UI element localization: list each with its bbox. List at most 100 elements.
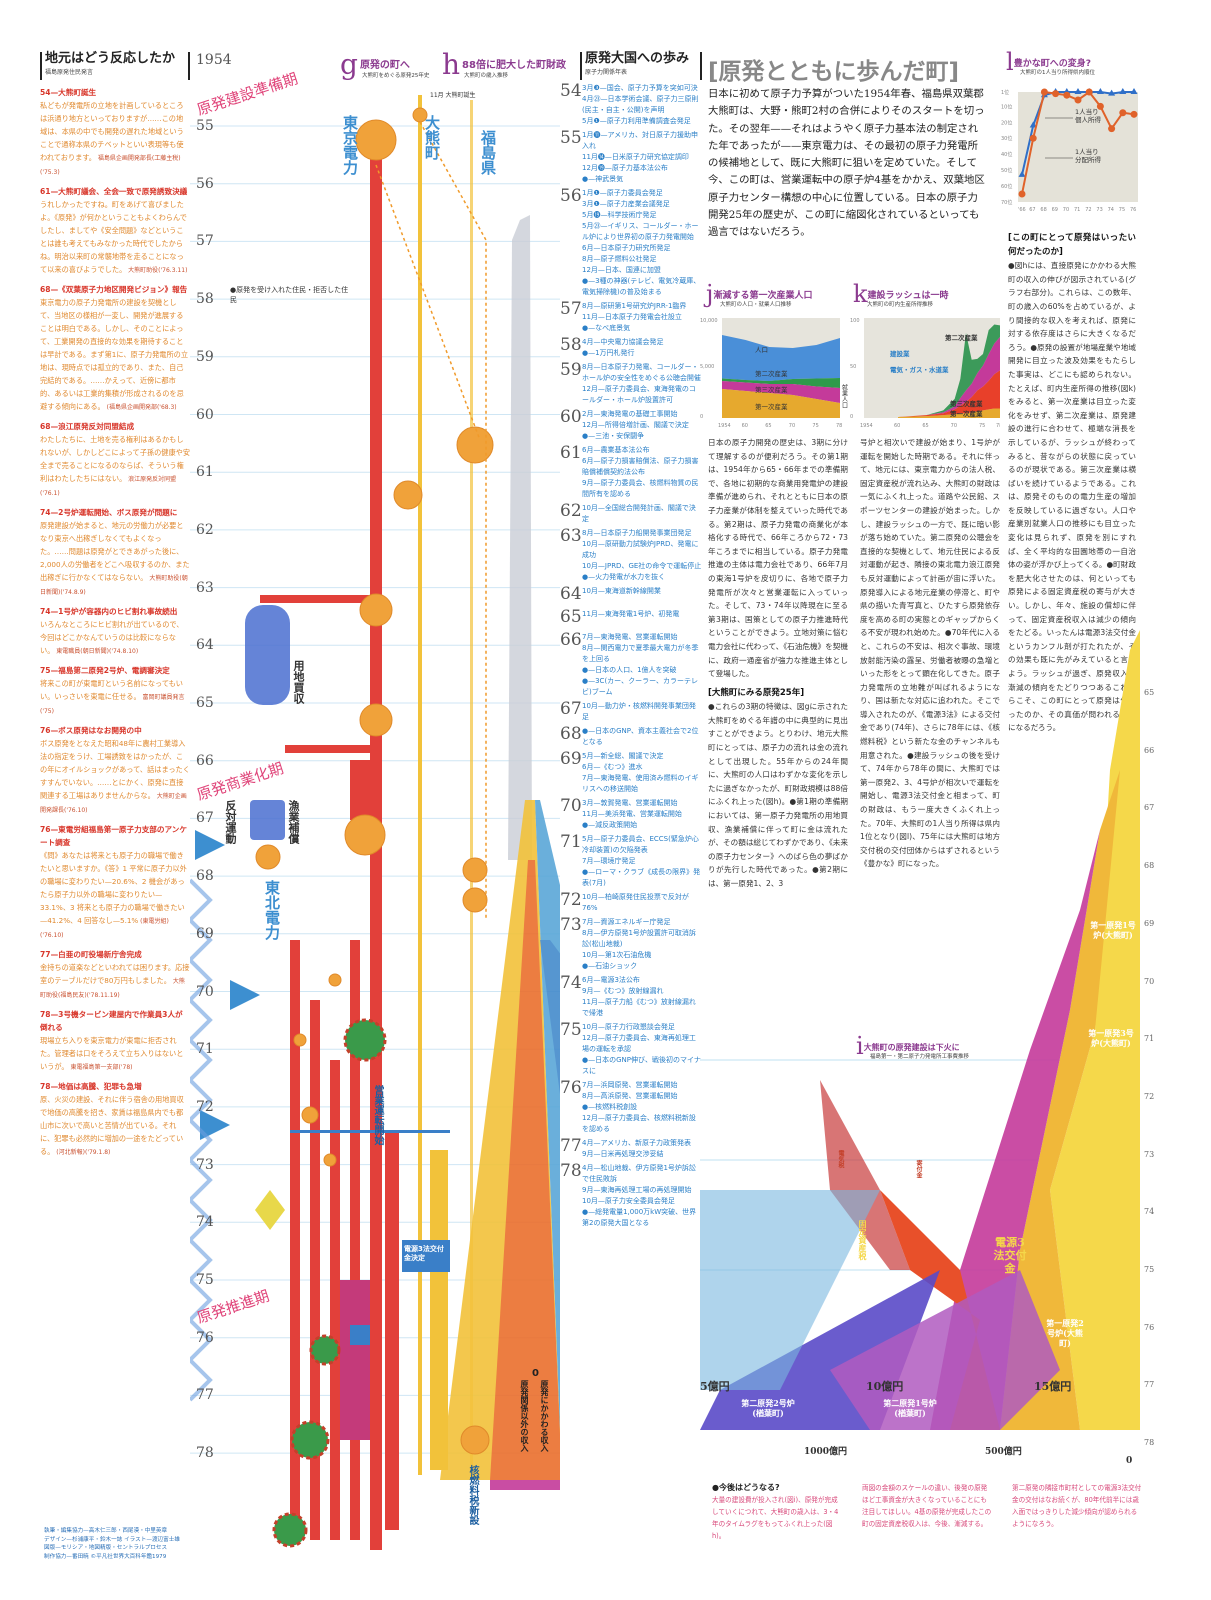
chronology-event: 12月—原子力委員会、核燃料税新設を認める	[582, 1114, 696, 1133]
zero-label: 0	[532, 1368, 539, 1379]
chronology-event: 11月—原子力船《むつ》放射線漏れで帰港	[582, 998, 696, 1017]
chronology-event: ●—3種の神器(テレビ、電気冷蔵庫、電気掃除機)の普及始まる	[582, 277, 701, 296]
data-point	[1119, 88, 1127, 94]
series-annotation: 1人当り	[1075, 107, 1099, 116]
note-text: 両図の金額のスケールの違い、後発の原発ほど工事資金が大きくなっていることにも注目…	[862, 1484, 992, 1528]
chronology-event: ●—ローマ・クラブ《成長の限界》発表(7月)	[582, 868, 701, 887]
local-reaction-list: 54—大熊町誕生 私どもが発電所の立地を計画しているところは浜通り地方といっており…	[40, 86, 190, 1159]
data-point	[1029, 134, 1037, 142]
entry-title: 76—ボス原発はなお開発の中	[40, 726, 142, 735]
entry-source: 浪江原発反対同盟('76.1)	[40, 476, 177, 497]
subheading-text: 福島原発住民発言	[45, 69, 94, 76]
y-tick-label: 10,000	[700, 318, 718, 324]
chronology-event: 3月—敦賀発電、営業運転開始	[582, 799, 678, 807]
land-purchase-blob	[245, 605, 290, 705]
year-number: 67	[560, 699, 582, 719]
x-tick-label: 70	[1063, 207, 1069, 213]
chronology-event: ●—3C(カー、クーラー、カラーテレビ)ブーム	[582, 677, 699, 696]
series-label: 第二次産業	[755, 369, 788, 378]
chronology-event: ●—総発電量1,000万kW突破、世界第2の原発大国となる	[582, 1208, 697, 1227]
chronology-event: 1月⓫—アメリカ、対日原子力援助申入れ	[582, 131, 698, 150]
year-number: 56	[560, 186, 582, 206]
y-tick-label: 70位	[1001, 199, 1012, 206]
year-label: 66	[196, 752, 214, 769]
top-axis-label: 10億円	[866, 1380, 904, 1393]
chronology-event: 11月⓮—日米原子力研究協定調印	[582, 153, 689, 161]
year-number: 58	[560, 335, 582, 355]
chronology-event: 12月—所得倍増計画、閣議で決定	[582, 421, 689, 429]
prefecture-line	[470, 100, 473, 1480]
x-tick-label: '66	[1018, 207, 1026, 213]
year-label: 68	[196, 868, 214, 885]
x-tick-label: 72	[1085, 207, 1091, 213]
x-tick-label: 65	[765, 423, 771, 429]
x-tick-label: 60	[742, 423, 748, 429]
entry-source: (東電労組)('76.10)	[40, 918, 169, 939]
y-tick-label: 30位	[1001, 135, 1012, 142]
entry-title: 76—東電労組福島第一原子力支部のアンケート調査	[40, 825, 187, 847]
year-number: 74	[560, 973, 582, 993]
nuclear-fuel-tax-label: 核燃料税新設	[467, 1465, 478, 1525]
year-number: 61	[560, 443, 582, 463]
chronology-event: 6月—農業基本法公布	[582, 446, 650, 454]
year-label: 64	[196, 637, 214, 654]
data-point	[1029, 121, 1037, 128]
data-point	[1018, 170, 1026, 177]
entry-source: (福島県企画開発部('68.3)	[104, 404, 177, 411]
chronology-event: 10月—原子力安全委員会発足	[582, 1197, 675, 1205]
data-point	[1130, 110, 1138, 118]
year-number: 59	[560, 360, 582, 380]
year-label: 73	[196, 1156, 214, 1173]
reactor-icons	[255, 1018, 387, 1548]
chronology-event: ●—石油ショック	[582, 962, 638, 970]
i-year-label: 67	[1144, 803, 1155, 813]
chronology-event: 8月—関西電力で夏季最大電力が冬季を上回る	[582, 644, 699, 663]
series-label: 電気・ガス・水道業	[890, 365, 949, 374]
i-year-label: 73	[1144, 1149, 1155, 1159]
residents-label: ●原発を受け入れた住民・拒否した住民	[230, 286, 349, 304]
chronology-event: 6月—日本原子力研究所発足	[582, 244, 671, 252]
area-population	[722, 335, 840, 381]
credit-line: 図版—モリシア・地図精版・セントラルプロセス	[44, 1545, 168, 1551]
reaction-entry: 76—東電労組福島第一原子力支部のアンケート調査《問》あなたは将来とも原子力の職…	[40, 823, 190, 942]
entry-text: 東京電力の原子力発電所の建設を契機として、当地区の様相が一変し、開発が進展するこ…	[40, 298, 189, 411]
chronology-event: 10月—第1次石油危機	[582, 951, 652, 959]
local-reaction-heading: 地元はどう反応したか 福島原発住民発言	[40, 52, 190, 80]
year-label: 57	[196, 233, 214, 250]
series-annotation: 個人所得	[1075, 115, 1102, 124]
year-number: 72	[560, 890, 582, 910]
entry-text: わたしたちに、土地を売る権利はあるかもしれないが、しかしどこによって子孫の健康や…	[40, 435, 191, 483]
chronology-event: 9月—日米再処理交渉妥結	[582, 1150, 664, 1158]
entry-text: ボス原発をとなえた昭和48年に農村工業導入法の指定をうけ、工場誘致をはかったが、…	[40, 739, 190, 800]
entry-title: 74—1号炉が容器内のヒビ割れ事故続出	[40, 607, 178, 616]
entry-title: 74—2号炉運転開始、ボス原発が問題に	[40, 508, 178, 517]
subheading-text: 原子力関係年表	[585, 69, 628, 76]
i-year-label: 75	[1144, 1265, 1155, 1274]
x-tick-label: 78	[996, 423, 1000, 429]
x-tick-label: 65	[922, 423, 928, 429]
data-point	[1119, 109, 1127, 117]
entry-source: 富岡町議員発言('75)	[40, 694, 185, 715]
non-nuclear-revenue-label: 原発関係以外の収入	[520, 1380, 530, 1452]
chronology-event: 10月—動力炉・核燃料開発事業団発足	[582, 702, 696, 721]
chronology-event: 2月—東海発電の基礎工事開始	[582, 410, 678, 418]
area-電気・ガス・水道業	[898, 336, 1000, 418]
chronology-event: 5月—原子力委員会、ECCS(緊急炉心冷却装置)の欠陥発表	[582, 835, 699, 854]
chronology-event: 4月㉓—日本学術会議、原子力三原則(民主・自主・公開)を声明	[582, 95, 699, 114]
i-year-label: 78	[1144, 1438, 1155, 1448]
dengen-boxes	[290, 1130, 450, 1345]
chronology-event: 10月—JPRD、GE社の命令で運転停止	[582, 562, 702, 570]
chronology-year: 73 7月—資源エネルギー庁発足 8月—伊方原発1号炉設置許可取消訴訟(松山地裁) 1…	[560, 915, 702, 972]
entry-text: 《問》あなたは将来とも原子力の職場で働きたいと思いますか。《答》1 平常に原子力…	[40, 851, 187, 925]
page-title: [原発とともに歩んだ町]	[708, 59, 960, 85]
area-secondary	[722, 378, 840, 388]
bottom-axis-label: 1000億円	[804, 1447, 848, 1457]
year-label: 63	[196, 579, 214, 596]
label-plant1-unit2: 第一原発2号炉(大熊町)	[1046, 1318, 1084, 1348]
chronology-year: 77 4月—アメリカ、新原子力政策発表 9月—日米再処理交渉妥結	[560, 1136, 702, 1160]
data-point	[1074, 96, 1082, 104]
i-year-label: 70	[1144, 976, 1155, 986]
chart-h-heading: h 88倍に肥大した町財政 大熊町の歳入推移	[442, 48, 566, 81]
chronology-event: 12月—原子力委員会、東海再処理工場の運転を承認	[582, 1034, 696, 1053]
label-donation: 寄付金	[915, 1160, 922, 1178]
